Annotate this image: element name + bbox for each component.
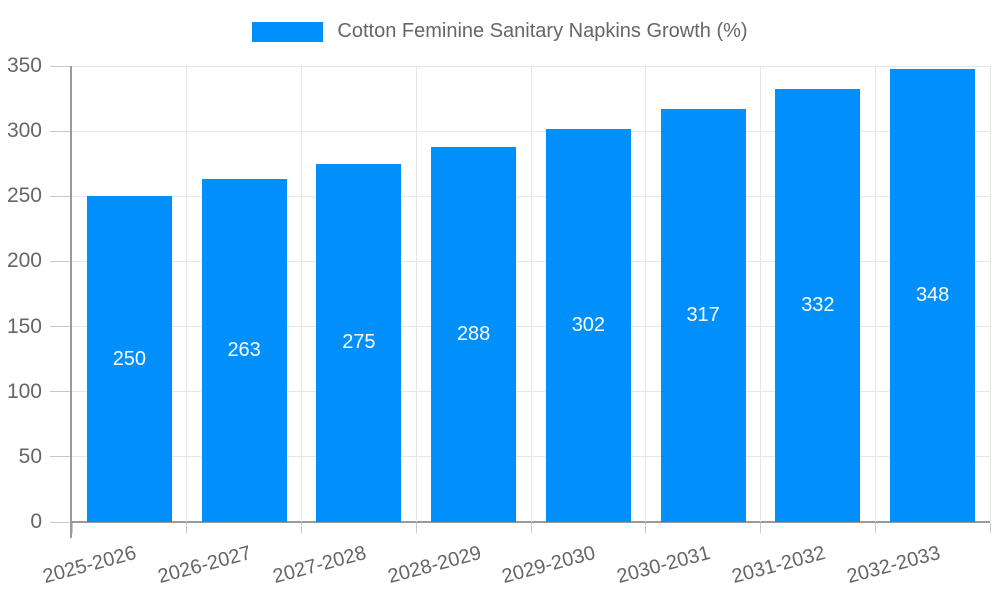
x-tick-mark — [874, 523, 876, 533]
bar-2029-2030: 302 — [545, 128, 631, 522]
y-axis-tick-label: 350 — [6, 54, 42, 77]
bar-2025-2026: 250 — [86, 196, 172, 522]
x-axis-tick-label: 2029-2030 — [499, 542, 599, 589]
legend-swatch[interactable] — [252, 21, 324, 42]
bar-2027-2028: 275 — [316, 163, 402, 522]
x-gridline — [415, 66, 417, 522]
bar-value-label: 317 — [686, 304, 720, 326]
y-tick-mark — [50, 260, 70, 262]
x-tick-mark — [301, 523, 302, 533]
bar-value-label: 348 — [915, 283, 950, 306]
bar-value-label: 302 — [571, 313, 606, 336]
x-axis-tick-label: 2032-2033 — [844, 542, 943, 589]
x-axis-tick-label: 2027-2028 — [270, 542, 369, 589]
x-axis-tick-label: 2028-2029 — [385, 542, 484, 589]
bar-value-label: 250 — [112, 347, 147, 370]
x-axis-tick-label: 2026-2027 — [155, 542, 254, 589]
y-axis-tick-label: 0 — [30, 510, 42, 533]
y-tick-mark — [50, 195, 70, 197]
y-tick-mark — [50, 130, 70, 132]
x-gridline — [186, 66, 188, 522]
y-axis-tick-label: 50 — [18, 444, 42, 468]
x-tick-mark — [645, 523, 647, 533]
y-tick-mark — [50, 326, 70, 328]
x-tick-mark — [530, 523, 532, 533]
bar-value-label: 332 — [801, 294, 835, 317]
bar-2028-2029: 288 — [431, 146, 517, 522]
plot-area: 0 50 100 150 200 250 300 350 250 2025-2026 263 2026… — [7, 54, 991, 588]
x-gridline — [645, 66, 647, 522]
x-axis-line — [70, 521, 990, 523]
bar-2030-2031: 317 — [660, 109, 746, 522]
x-gridline — [989, 66, 991, 522]
bar-2031-2032: 332 — [775, 89, 861, 522]
x-gridline — [530, 66, 532, 522]
x-gridline — [301, 66, 302, 522]
y-axis-tick-label: 200 — [6, 249, 42, 273]
bar-value-label: 263 — [227, 339, 261, 362]
y-axis-tick-label: 300 — [6, 119, 42, 143]
bar-2032-2033: 348 — [890, 68, 976, 522]
bar-2026-2027: 263 — [201, 179, 287, 522]
x-tick-mark — [760, 523, 761, 533]
y-axis-tick-label: 150 — [6, 314, 42, 338]
y-tick-mark — [50, 521, 70, 523]
y-axis-tick-label: 100 — [6, 379, 42, 403]
y-tick-mark — [50, 65, 70, 67]
bar-value-label: 288 — [456, 322, 491, 345]
x-axis-tick-label: 2030-2031 — [614, 542, 713, 589]
x-gridline — [874, 66, 876, 522]
x-axis-tick-label: 2031-2032 — [729, 542, 828, 589]
legend-label[interactable]: Cotton Feminine Sanitary Napkins Growth … — [337, 20, 748, 42]
x-tick-mark — [186, 523, 188, 533]
y-tick-mark — [50, 391, 70, 393]
chart-legend: Cotton Feminine Sanitary Napkins Growth … — [0, 20, 1000, 43]
y-axis-line — [70, 66, 72, 538]
x-gridline — [760, 66, 761, 522]
x-tick-mark — [71, 523, 73, 533]
bar-value-label: 275 — [342, 331, 376, 354]
x-tick-mark — [415, 523, 417, 533]
y-axis-tick-label: 250 — [6, 184, 42, 208]
x-tick-mark — [989, 523, 991, 533]
y-tick-mark — [50, 456, 70, 458]
x-axis-tick-label: 2025-2026 — [40, 542, 140, 589]
